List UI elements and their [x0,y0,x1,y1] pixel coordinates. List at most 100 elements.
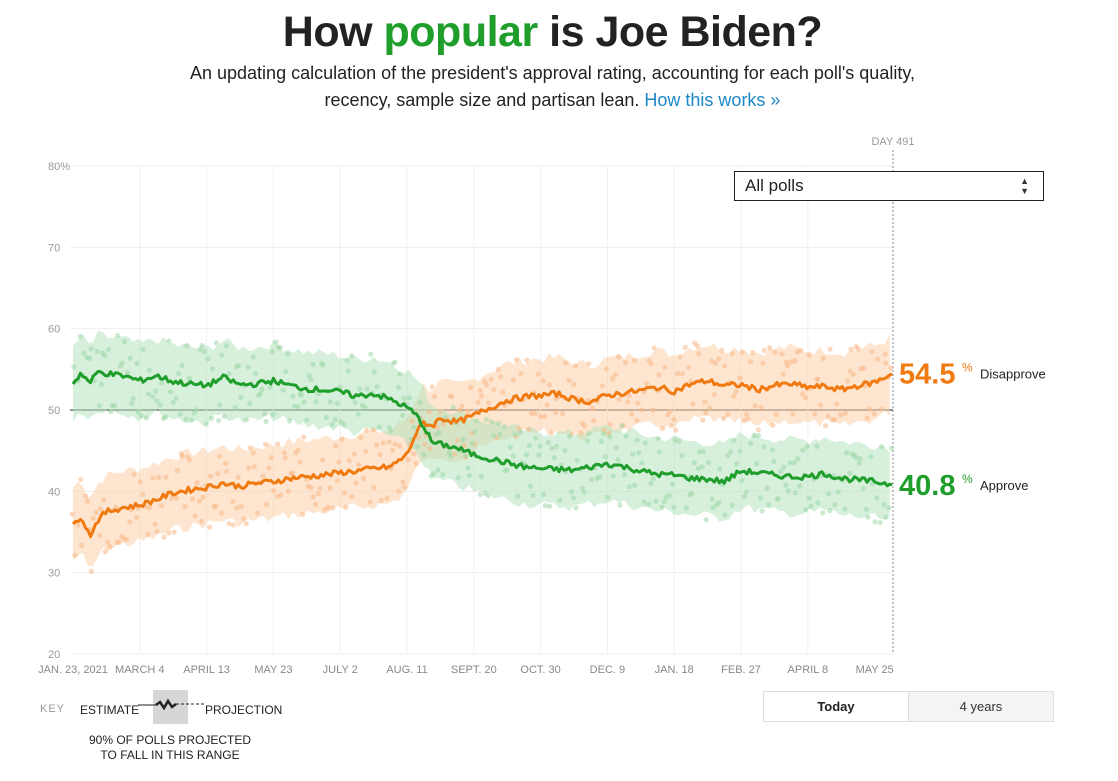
poll-dot [661,499,668,505]
key-projection-label: PROJECTION [205,703,283,717]
poll-dot [720,415,727,422]
poll-dot [518,371,524,377]
end-percent-sign: % [962,360,973,374]
poll-dot [193,407,200,413]
poll-dot [201,348,207,355]
poll-dot [639,460,645,466]
poll-dot [376,424,382,430]
poll-dot [803,506,809,513]
poll-dot [310,494,316,500]
poll-dot [152,521,158,527]
poll-dot [247,401,253,407]
poll-dot [706,405,713,411]
poll-dot [729,350,735,357]
poll-dot [357,386,363,392]
poll-dot [170,399,176,405]
poll-dot [184,342,190,349]
poll-dot [525,426,532,432]
y-tick-label: 60 [48,324,60,336]
poll-dot [145,391,151,397]
poll-dot [454,437,460,443]
poll-dot [81,350,87,356]
poll-dot [134,514,140,520]
page-subtitle: An updating calculation of the president… [0,60,1105,114]
poll-dot [780,371,786,377]
poll-dot [150,475,156,481]
poll-dot [820,510,826,516]
poll-dot [636,450,642,456]
poll-dot [206,524,213,530]
poll-dot [532,411,538,417]
poll-dot [546,503,553,509]
poll-dot [421,452,427,458]
poll-dot [755,432,762,438]
poll-dot [761,444,767,450]
poll-dot [388,428,394,434]
poll-dot [689,490,695,497]
poll-dot [429,384,435,390]
poll-dots [71,332,895,526]
poll-dot [515,493,521,499]
poll-filter-value: All polls [745,176,804,195]
poll-dot [682,344,688,350]
poll-dot [686,364,692,370]
poll-dot [495,420,502,426]
poll-dot [389,447,396,453]
poll-dot [182,504,188,510]
poll-dot [125,369,131,376]
poll-dot [253,370,259,377]
poll-dot [115,332,121,339]
poll-dot [722,363,728,369]
poll-dot [883,514,889,520]
poll-dot [549,430,555,436]
poll-dot [800,447,806,453]
how-this-works-link[interactable]: How this works » [644,90,781,110]
poll-dot [102,353,108,359]
poll-dot [863,506,870,512]
poll-dot [150,393,156,400]
poll-dot [384,495,390,501]
poll-dot [435,467,441,473]
poll-dot [431,393,438,400]
poll-dot [535,371,541,377]
poll-dot [282,455,288,461]
poll-dot [607,434,613,440]
x-tick-label: APRIL 13 [183,664,230,676]
poll-dot [764,485,770,491]
poll-dot [632,482,638,488]
poll-dot [538,413,544,420]
poll-dot [785,362,791,369]
y-tick-label: 40 [48,486,60,498]
poll-dot [601,431,607,437]
poll-dot [281,450,287,456]
poll-dot [699,464,705,470]
poll-dot [864,415,870,421]
poll-dot [329,422,335,428]
poll-dot [223,468,229,475]
poll-dot [179,453,185,459]
timeframe-today-button[interactable]: Today [764,692,909,721]
poll-dot [216,453,223,459]
poll-dot [190,496,196,502]
poll-dot [344,357,350,364]
poll-dot [405,457,411,463]
poll-dot [364,386,370,392]
poll-dot [882,351,888,357]
poll-dot [254,510,260,516]
poll-dot [313,398,319,405]
poll-dot [269,349,275,355]
series-line-disapprove [71,372,893,539]
poll-dot [131,471,137,477]
poll-dot [737,375,743,381]
poll-dot [641,499,647,505]
poll-dot [770,422,776,428]
poll-dot [842,506,848,512]
poll-dot [315,491,322,497]
poll-dot [147,505,153,511]
poll-dot [88,568,94,574]
timeframe-4-years-button[interactable]: 4 years [909,692,1053,721]
poll-dot [285,488,292,494]
poll-filter-select[interactable]: All polls ▲ ▼ [734,171,1044,201]
poll-dot [232,405,238,411]
x-tick-label: FEB. 27 [721,664,761,676]
